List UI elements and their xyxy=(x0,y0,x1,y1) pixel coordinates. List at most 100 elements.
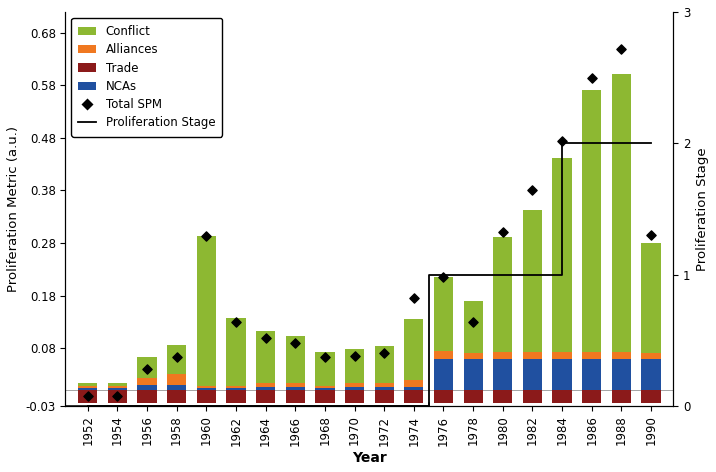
Bar xyxy=(315,388,334,390)
Bar xyxy=(226,390,246,403)
Total SPM xyxy=(289,339,301,346)
Bar xyxy=(493,390,513,403)
Total SPM xyxy=(616,45,627,52)
Bar xyxy=(523,211,542,352)
Bar xyxy=(107,390,127,403)
Total SPM xyxy=(437,273,449,281)
Bar xyxy=(286,390,305,403)
Legend: Conflict, Alliances, Trade, NCAs, Total SPM, Proliferation Stage: Conflict, Alliances, Trade, NCAs, Total … xyxy=(72,18,223,136)
Total SPM xyxy=(112,393,123,400)
Bar xyxy=(226,388,246,390)
Bar xyxy=(197,390,216,403)
Bar xyxy=(642,243,661,353)
Bar xyxy=(434,277,453,351)
Bar xyxy=(493,352,513,359)
Bar xyxy=(374,390,394,403)
Bar xyxy=(315,352,334,386)
Bar xyxy=(434,351,453,359)
Bar xyxy=(315,386,334,388)
Total SPM xyxy=(379,349,390,357)
Total SPM xyxy=(141,365,153,373)
Bar xyxy=(553,352,572,359)
Total SPM xyxy=(527,187,538,194)
Bar xyxy=(374,346,394,383)
Bar xyxy=(405,390,423,403)
Bar xyxy=(463,301,483,353)
Total SPM xyxy=(349,352,360,360)
Bar xyxy=(434,359,453,390)
Bar xyxy=(107,383,127,386)
Y-axis label: Proliferation Metric (a.u.): Proliferation Metric (a.u.) xyxy=(7,126,20,292)
Total SPM xyxy=(497,229,508,236)
Bar xyxy=(167,390,186,403)
Bar xyxy=(405,319,423,379)
Bar xyxy=(611,359,631,390)
Bar xyxy=(137,385,157,390)
Bar xyxy=(226,318,246,386)
Bar xyxy=(78,383,97,386)
Bar xyxy=(553,158,572,352)
Bar xyxy=(78,390,97,403)
Bar xyxy=(197,386,216,388)
Bar xyxy=(107,388,127,390)
Bar xyxy=(553,390,572,403)
Bar xyxy=(582,352,601,359)
Total SPM xyxy=(171,353,183,361)
Total SPM xyxy=(408,295,420,302)
Bar xyxy=(582,90,601,352)
Bar xyxy=(434,390,453,403)
Y-axis label: Proliferation Stage: Proliferation Stage xyxy=(696,147,709,270)
Bar xyxy=(256,383,275,388)
Total SPM xyxy=(556,137,568,144)
Bar xyxy=(107,386,127,388)
Total SPM xyxy=(82,393,93,400)
Bar xyxy=(286,383,305,388)
Bar xyxy=(167,374,186,385)
Bar xyxy=(463,353,483,359)
Total SPM xyxy=(319,353,331,361)
Bar xyxy=(286,388,305,390)
Total SPM xyxy=(645,231,657,239)
Total SPM xyxy=(200,232,212,240)
Bar xyxy=(256,331,275,383)
Bar xyxy=(374,388,394,390)
Bar xyxy=(197,388,216,390)
Total SPM xyxy=(468,318,479,326)
Bar xyxy=(523,359,542,390)
Bar xyxy=(167,346,186,374)
Bar xyxy=(642,390,661,403)
Bar xyxy=(582,390,601,403)
X-axis label: Year: Year xyxy=(352,451,387,465)
Bar xyxy=(137,357,157,379)
Bar xyxy=(345,390,364,403)
Bar xyxy=(374,383,394,388)
Bar xyxy=(345,383,364,388)
Bar xyxy=(405,388,423,390)
Bar xyxy=(463,390,483,403)
Bar xyxy=(167,385,186,390)
Bar xyxy=(463,359,483,390)
Bar xyxy=(493,236,513,352)
Bar xyxy=(642,359,661,390)
Bar xyxy=(582,359,601,390)
Bar xyxy=(78,388,97,390)
Bar xyxy=(553,359,572,390)
Bar xyxy=(137,390,157,403)
Bar xyxy=(226,386,246,388)
Bar xyxy=(642,353,661,359)
Bar xyxy=(611,352,631,359)
Total SPM xyxy=(586,74,597,81)
Bar xyxy=(523,352,542,359)
Bar xyxy=(405,379,423,388)
Bar xyxy=(345,388,364,390)
Bar xyxy=(345,349,364,383)
Total SPM xyxy=(260,334,271,341)
Bar xyxy=(256,388,275,390)
Bar xyxy=(137,379,157,385)
Bar xyxy=(286,336,305,383)
Total SPM xyxy=(231,318,242,326)
Bar xyxy=(611,74,631,352)
Bar xyxy=(523,390,542,403)
Bar xyxy=(611,390,631,403)
Bar xyxy=(78,386,97,388)
